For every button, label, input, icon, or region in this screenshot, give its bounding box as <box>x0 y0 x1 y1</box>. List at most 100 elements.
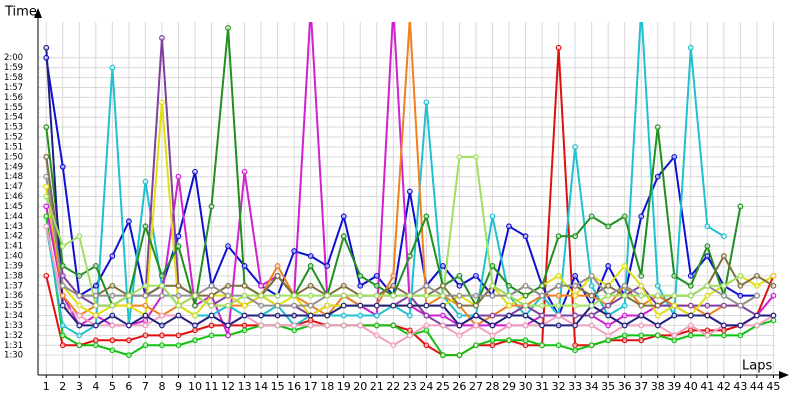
lap-marker <box>225 302 231 309</box>
lap-marker <box>291 292 298 299</box>
lap-marker <box>456 322 463 329</box>
lap-marker <box>654 302 661 309</box>
lap-marker <box>671 272 678 279</box>
lap-marker <box>76 302 83 309</box>
lap-marker <box>456 153 463 160</box>
lap-marker <box>737 332 744 339</box>
lap-marker <box>208 292 215 299</box>
x-tick-label: 2 <box>59 380 66 393</box>
lap-marker <box>572 292 579 299</box>
lap-marker <box>225 282 231 289</box>
lap-marker <box>307 253 314 259</box>
lap-marker <box>225 322 231 329</box>
lap-marker <box>406 327 413 334</box>
lap-marker <box>720 282 727 289</box>
lap-marker <box>59 272 66 279</box>
lap-marker <box>175 243 182 250</box>
lap-marker <box>489 342 496 349</box>
lap-marker <box>555 312 562 319</box>
lap-marker <box>539 282 545 289</box>
y-tick-label: 1:47 <box>4 182 23 192</box>
lap-marker <box>373 282 380 289</box>
lap-marker <box>473 302 479 309</box>
x-tick-label: 19 <box>337 380 351 393</box>
x-tick-label: 7 <box>142 380 149 393</box>
lap-marker <box>737 203 744 210</box>
lap-marker <box>241 312 248 319</box>
lap-marker <box>423 342 430 349</box>
x-tick-label: 40 <box>684 380 698 393</box>
lap-marker <box>588 272 595 279</box>
lap-marker <box>324 322 331 329</box>
y-tick-label: 1:53 <box>4 123 23 133</box>
x-tick-label: 27 <box>469 380 483 393</box>
lap-marker <box>208 332 215 339</box>
lap-marker <box>159 272 165 279</box>
y-tick-label: 1:38 <box>4 271 23 281</box>
lap-marker <box>241 302 248 309</box>
x-tick-label: 25 <box>436 380 450 393</box>
lap-marker <box>506 292 512 299</box>
lap-marker <box>241 292 248 299</box>
lap-marker <box>720 332 727 339</box>
x-tick-label: 5 <box>109 380 116 393</box>
lap-marker <box>274 312 281 319</box>
lap-marker <box>92 282 99 289</box>
x-tick-label: 15 <box>271 380 285 393</box>
lap-marker <box>654 282 661 289</box>
lap-marker <box>324 292 331 299</box>
lap-marker <box>192 327 198 334</box>
lap-marker <box>92 342 99 349</box>
lap-marker <box>704 312 711 319</box>
lap-marker <box>720 302 727 309</box>
lap-marker <box>539 322 545 329</box>
lap-marker <box>506 312 512 319</box>
lap-marker <box>506 337 512 344</box>
lap-marker <box>588 342 595 349</box>
lap-marker <box>489 312 496 319</box>
x-tick-label: 6 <box>125 380 132 393</box>
lap-marker <box>142 342 149 349</box>
lap-marker <box>109 253 116 259</box>
lap-marker <box>43 44 50 51</box>
lap-marker <box>605 322 612 329</box>
x-tick-label: 4 <box>92 380 99 393</box>
lap-marker <box>456 332 463 339</box>
lap-marker <box>671 292 678 299</box>
lap-marker <box>142 317 149 324</box>
lap-marker <box>308 6 313 11</box>
lap-marker <box>43 203 50 210</box>
lap-marker <box>324 263 331 269</box>
lap-marker <box>357 302 364 309</box>
lap-marker <box>175 342 182 349</box>
x-tick-label: 43 <box>733 380 747 393</box>
lap-marker <box>208 322 215 329</box>
lap-marker <box>192 292 198 299</box>
lap-marker <box>43 223 50 230</box>
y-tick-label: 1:48 <box>4 172 23 182</box>
lap-marker <box>555 272 562 279</box>
lap-marker <box>572 322 579 329</box>
lap-marker <box>59 263 66 269</box>
lap-marker <box>59 302 66 309</box>
lap-marker <box>408 16 413 21</box>
lap-marker <box>489 263 496 269</box>
lap-marker <box>258 282 265 289</box>
lap-marker <box>737 322 744 329</box>
lap-marker <box>192 168 198 175</box>
lap-marker <box>373 312 380 319</box>
lap-marker <box>770 317 777 324</box>
lap-marker <box>406 312 413 319</box>
lap-marker <box>720 253 727 259</box>
lap-marker <box>704 302 711 309</box>
lap-marker <box>687 292 694 299</box>
lap-marker <box>159 342 165 349</box>
lap-marker <box>241 168 248 175</box>
lap-marker <box>588 312 595 319</box>
lap-marker <box>654 124 661 131</box>
lap-marker <box>76 332 83 339</box>
lap-marker <box>456 272 463 279</box>
lap-marker <box>506 302 512 309</box>
lap-marker <box>704 223 711 230</box>
